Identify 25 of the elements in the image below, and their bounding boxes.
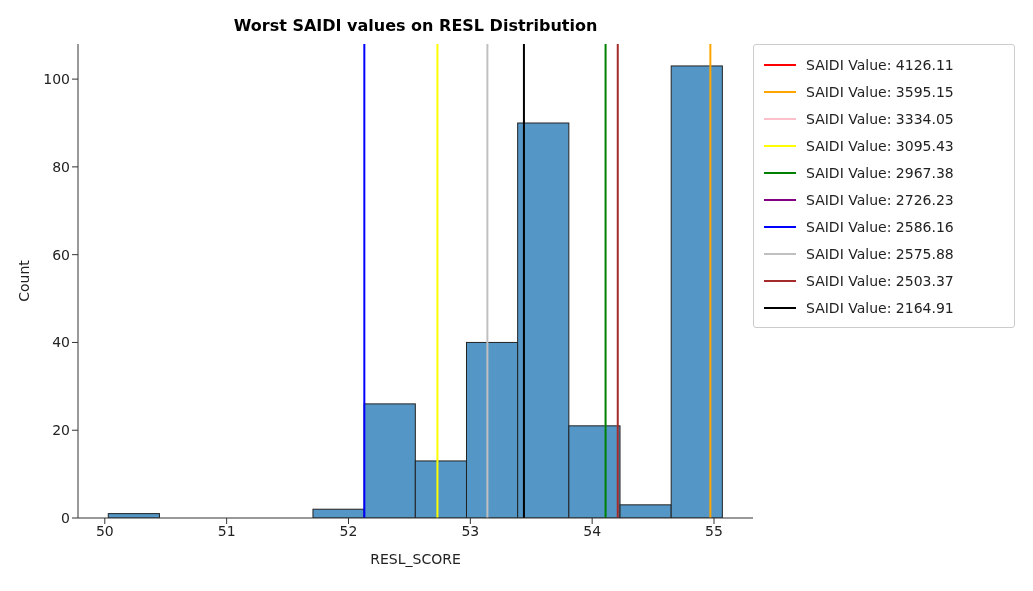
y-tick-label: 60 <box>52 246 70 263</box>
y-tick-label: 20 <box>52 422 70 439</box>
legend-label: SAIDI Value: 3095.43 <box>806 137 954 154</box>
y-axis-title: Count <box>15 259 32 302</box>
x-tick-label: 54 <box>583 522 602 539</box>
x-axis-title: RESL_SCORE <box>370 551 461 567</box>
legend-label: SAIDI Value: 2503.37 <box>806 272 954 289</box>
x-tick-label: 51 <box>217 522 236 539</box>
legend-label: SAIDI Value: 3595.15 <box>806 83 954 100</box>
y-tick-label: 100 <box>43 71 70 88</box>
legend-label: SAIDI Value: 2586.16 <box>806 218 954 235</box>
x-tick-label: 52 <box>339 522 358 539</box>
legend-label: SAIDI Value: 2726.23 <box>806 191 954 208</box>
y-tick-label: 40 <box>52 334 70 351</box>
chart-title: Worst SAIDI values on RESL Distribution <box>232 16 599 35</box>
x-tick-label: 55 <box>705 522 723 539</box>
y-tick-label: 80 <box>52 158 70 175</box>
legend-label: SAIDI Value: 2164.91 <box>806 299 954 316</box>
legend-label: SAIDI Value: 3334.05 <box>806 110 954 127</box>
legend-label: SAIDI Value: 4126.11 <box>806 56 954 73</box>
legend-label: SAIDI Value: 2967.38 <box>806 164 954 181</box>
y-tick-label: 0 <box>61 509 70 526</box>
legend-label: SAIDI Value: 2575.88 <box>806 245 954 262</box>
x-tick-label: 53 <box>461 522 480 539</box>
x-tick-label: 50 <box>95 522 114 539</box>
